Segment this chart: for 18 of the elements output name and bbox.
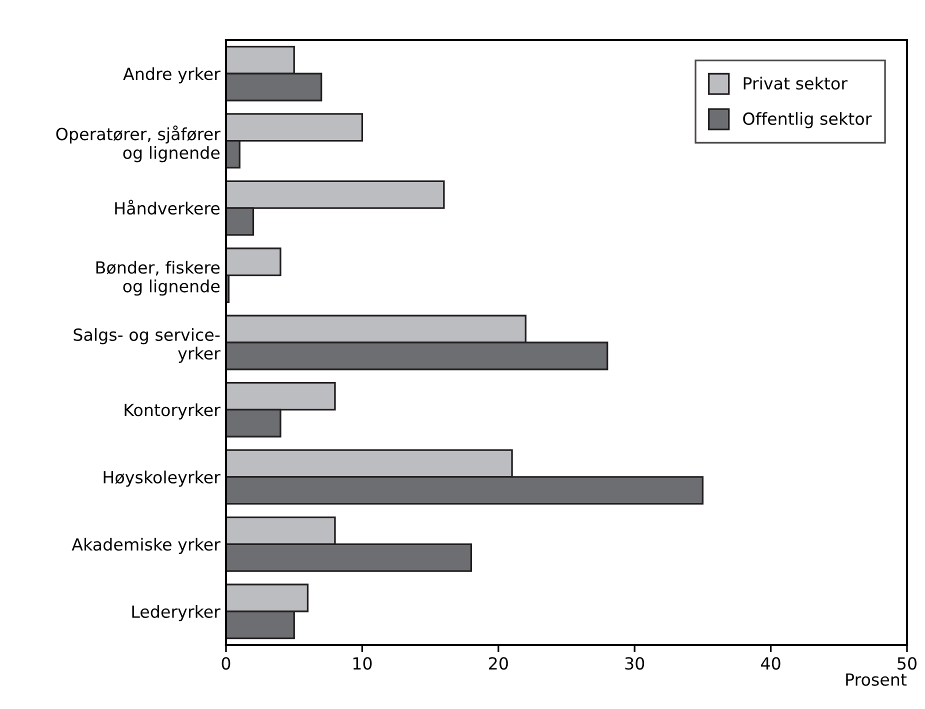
y-tick-label: Lederyrker [132, 605, 220, 622]
x-tick-label: 50 [898, 657, 916, 670]
y-tick-label: Salgs- og service- yrker [74, 328, 220, 363]
y-tick-label: Akademiske yrker [72, 538, 220, 554]
x-tick-label: 10 [353, 657, 372, 670]
legend-label: Offentlig sektor [743, 112, 872, 128]
x-tick-label: 20 [489, 657, 508, 670]
y-tick-label: Håndverkere [115, 200, 220, 215]
x-tick-label: 0 [222, 657, 230, 670]
y-tick-label: Høyskoleyrker [104, 470, 220, 487]
x-tick-label: 30 [625, 657, 644, 670]
y-tick-label: Andre yrker [123, 67, 220, 84]
y-tick-label: Bønder, fiskere og lignende [96, 260, 220, 296]
x-axis-title: Prosent [846, 673, 907, 686]
y-tick-label: Operatører, sjåfører og lignende [56, 125, 220, 162]
legend-label: Privat sektor [744, 76, 848, 90]
x-tick-label: 40 [761, 657, 780, 670]
y-tick-label: Kontoryrker [124, 403, 220, 420]
